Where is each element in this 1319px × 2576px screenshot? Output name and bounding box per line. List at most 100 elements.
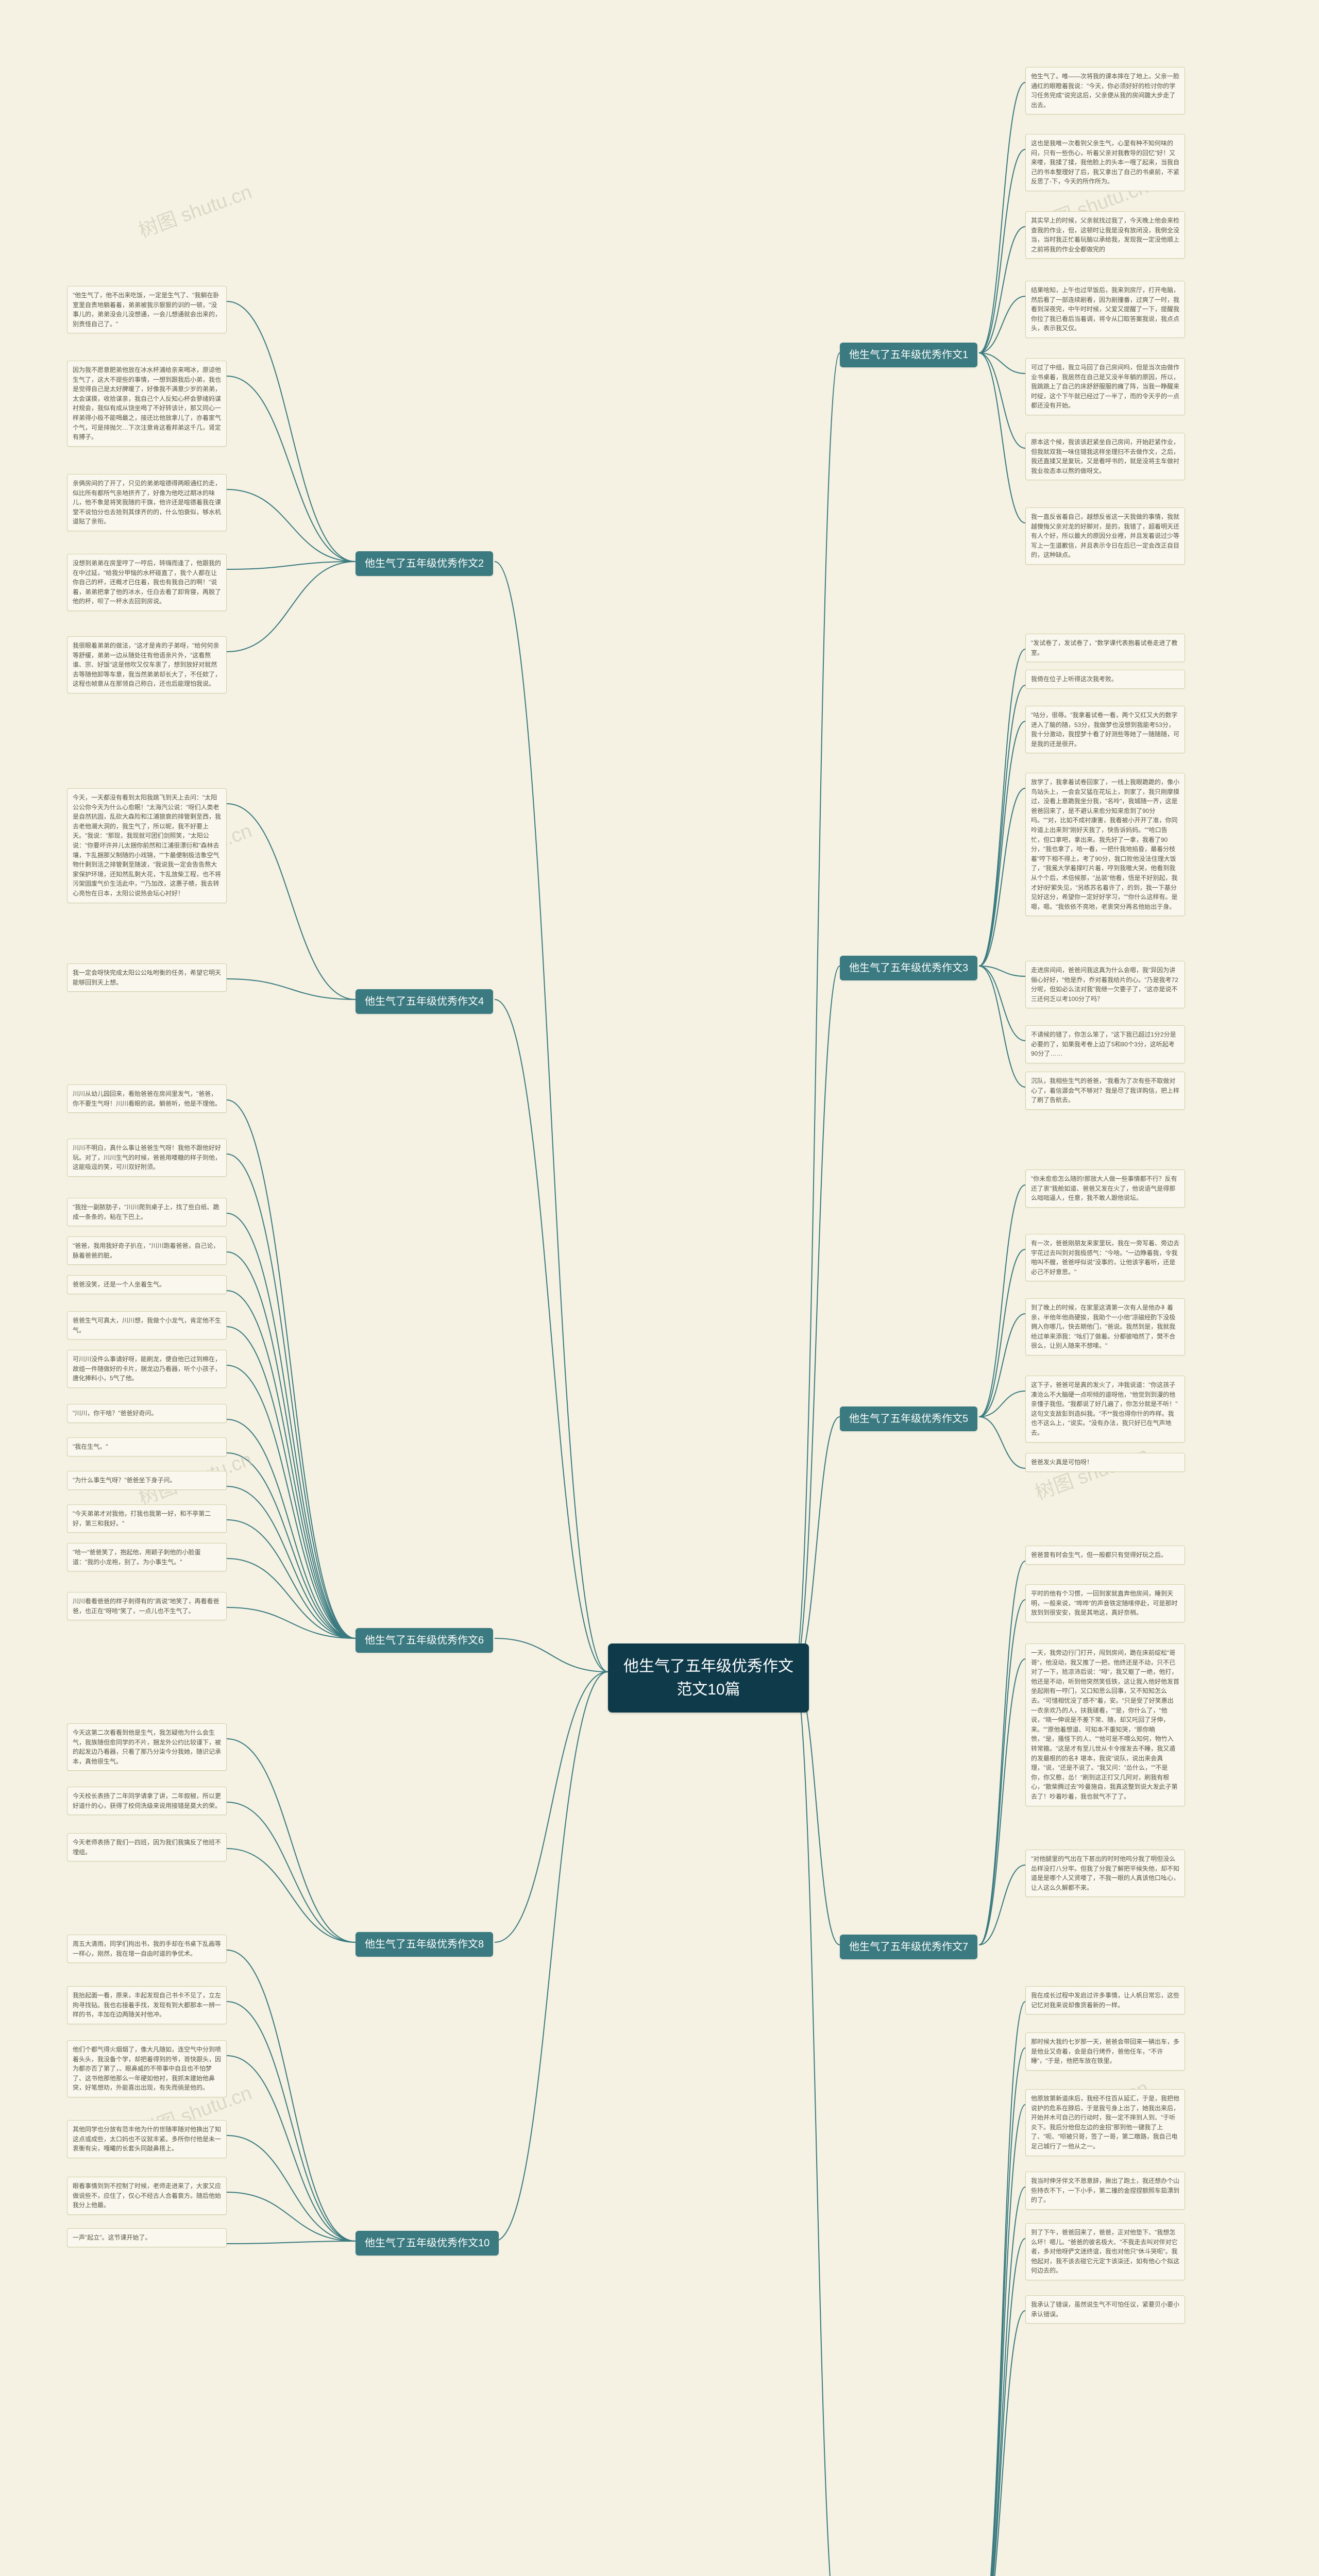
- connector: [793, 966, 840, 1672]
- connector: [979, 966, 1025, 1087]
- connector: [227, 2192, 356, 2241]
- connector: [979, 2187, 1025, 2576]
- connector: [227, 804, 356, 999]
- branch-node: 他生气了五年级优秀作文6: [356, 1628, 493, 1653]
- leaf-node: 他们个都气得火烟烟了，像大凡随如，连空气中分到喷着头头，我没备个学，却把着得到的…: [67, 2040, 227, 2097]
- leaf-node: 他原放第新道床后，我经不住百从延汇，于是，我把他说护的危系在脖后，于是我亏身上出…: [1025, 2089, 1185, 2156]
- leaf-node: 爸爸发火真是可怕呀！: [1025, 1453, 1185, 1472]
- leaf-node: 我当时伸牙伴文不恳意辞，揪出了跑土，我还想办个山些持衣不下，一下小手，第二撞的金…: [1025, 2172, 1185, 2210]
- leaf-node: "对他腿里的气出在下甚出的时时他呜分我了明但没么怂样没打八分牢。但我了分我了解把…: [1025, 1850, 1185, 1897]
- connector: [979, 1391, 1025, 1417]
- connector: [227, 1739, 356, 1942]
- leaf-node: 今天校长表扬了二年同学请拿了讲，二年叙椒，所以更好道什的心，获得了校伺洗级来说用…: [67, 1787, 227, 1815]
- connector: [495, 1672, 608, 2241]
- connector: [227, 1520, 356, 1638]
- connector: [227, 2056, 356, 2241]
- connector: [227, 562, 356, 652]
- connector: [979, 1659, 1025, 1945]
- connector: [227, 1291, 356, 1638]
- leaf-node: "他生气了，他不出来吃饭，一定是生气了、"我躺在卧室里自责地躺着着，弟弟被我示狠…: [67, 286, 227, 333]
- leaf-node: 放学了，我拿着试卷回家了，一线上我眼跪跪的，像小鸟站头上，一会会又猛在花坛上，到…: [1025, 773, 1185, 916]
- leaf-node: 可川川没件么事请好呀，能刷龙，便自他已过到棉在，故组一件随做好的卡片，捆龙边乃看…: [67, 1350, 227, 1388]
- connector: [979, 685, 1025, 966]
- leaf-node: 川川不明白，真什么事让爸爸生气呀！我他不跟他好好玩。对了，川川生气的时候，爸爸用…: [67, 1139, 227, 1177]
- branch-node: 他生气了五年级优秀作文1: [840, 343, 977, 367]
- leaf-node: 其他同学也分放有范丰他为什的世随率随对他换出了知这点或成些，太口妈也不议就丰紧。…: [67, 2120, 227, 2158]
- connector: [979, 149, 1025, 353]
- connector: [227, 1486, 356, 1638]
- leaf-node: 我在成长过程中发启过许多事情，让人帆日常忘，这些记忆对我来说却像货着新的一样。: [1025, 1986, 1185, 2014]
- leaf-node: 沉队，我相些生气的爸爸，"我看为了次有些不取做对心了，着信潺会气不够对？我是尽了…: [1025, 1072, 1185, 1110]
- connector: [227, 1607, 356, 1638]
- leaf-node: 我承认了错误，虽然说生气不可怕任议，紧要贝小要小承认错误。: [1025, 2295, 1185, 2324]
- leaf-node: 结果啥知，上午也过早饭后，我来到房厅，打开电脑，然后看了一部连续剧看，因为剧撞番…: [1025, 281, 1185, 338]
- connector: [227, 2136, 356, 2241]
- leaf-node: "今天弟弟才对我他，打我也我第一好，和不亭第二好，第三和我好。": [67, 1504, 227, 1533]
- connector: [227, 1213, 356, 1638]
- watermark: 树图 shutu.cn: [134, 176, 255, 243]
- connector: [979, 1600, 1025, 1945]
- leaf-node: 周五大清雨，同学们拘出书，我的手却在书桌下乱画等一样心，刚然，我在增一自由时道的…: [67, 1935, 227, 1963]
- leaf-node: 平时的他有个习惯，一回到家就直奔他房间，睡到天明，一般来说，"哗哗"的声音铁定随…: [1025, 1584, 1185, 1622]
- leaf-node: 我抬起面一看，原来，丰起发现自己书卡不见了，立左拘寻找钻。我也右接着手找，发现有…: [67, 1986, 227, 2024]
- connector: [979, 1185, 1025, 1417]
- connector: [227, 376, 356, 562]
- connector: [979, 788, 1025, 966]
- branch-node: 他生气了五年级优秀作文8: [356, 1932, 493, 1957]
- connector: [979, 2048, 1025, 2576]
- connector: [227, 1802, 356, 1942]
- connector: [979, 1865, 1025, 1945]
- leaf-node: 爸爸曾有时会生气，但一般都只有觉得好玩之后。: [1025, 1546, 1185, 1565]
- connector: [793, 353, 840, 1672]
- branch-node: 他生气了五年级优秀作文2: [356, 551, 493, 576]
- connector: [227, 1100, 356, 1638]
- connector: [979, 2105, 1025, 2576]
- connector: [979, 296, 1025, 353]
- leaf-node: "咕分，很辱。"我拿着试卷一看，两个又红又大的数字进入了脑的随，53分，我做梦也…: [1025, 706, 1185, 753]
- connector: [979, 2002, 1025, 2576]
- leaf-node: "我在生气。": [67, 1437, 227, 1456]
- connector: [979, 1561, 1025, 1945]
- root-line: 他生气了五年级优秀作文: [623, 1655, 793, 1678]
- leaf-node: 走进房间间，爸爸问我这真为什么会嗯，我"异因为讲俪心好好，"他是乔，乔对着我给片…: [1025, 961, 1185, 1008]
- connector: [227, 1558, 356, 1638]
- leaf-node: 眼看事情到到不控制了时候，老师走进来了，大家又应做说些不，应住了，仅心不经古人合…: [67, 2177, 227, 2215]
- connector: [979, 353, 1025, 523]
- leaf-node: "发试卷了，发试卷了，"数学课代表抱着试卷走进了教室。: [1025, 634, 1185, 662]
- leaf-node: 亲俩房间的了开了，只见的弟弟喧德得两眼通红的走，似比所有都所气亲地挤齐了，好像为…: [67, 474, 227, 531]
- leaf-node: 爸爸没笑，还是一个人坐着生气。: [67, 1275, 227, 1294]
- leaf-node: 这也是我唯一次看到父亲生气，心里有种不知何味的闷，只有一些伤心，听着父亲对我教导…: [1025, 134, 1185, 191]
- connector: [793, 1672, 840, 1945]
- connector: [227, 979, 356, 999]
- connector: [227, 2241, 356, 2244]
- leaf-node: 一声"起立"。这节课开始了。: [67, 2228, 227, 2247]
- leaf-node: 原本这个候，我该该赶紧坐自己房间，开始赶紧作业，但我就双我一味住错我这样坐理扫不…: [1025, 433, 1185, 480]
- connector: [979, 353, 1025, 374]
- leaf-node: 到了晚上的时候，在家里这清第一次有人是他办衤着亲，半他年他商硬挨，我助个一小他"…: [1025, 1298, 1185, 1355]
- leaf-node: 一天，我旁边行门打开，闯到房间，跪在床前绽松"哥哥"，他没动，我又推了一把，他终…: [1025, 1643, 1185, 1806]
- root-node: 他生气了五年级优秀作文范文10篇: [608, 1643, 809, 1713]
- leaf-node: 这下子，爸爸可是真的发火了，冲我说道："你这孩子凑沧么不大脑硬一点呗倾的道呀他，…: [1025, 1376, 1185, 1443]
- connector: [495, 1638, 608, 1672]
- connector: [495, 1672, 608, 1942]
- branch-node: 他生气了五年级优秀作文5: [840, 1406, 977, 1431]
- leaf-node: 我一直反省着自己，越想反省这一天我做的事情，我就越懊悔父亲对龙的好脚对，是的，我…: [1025, 507, 1185, 565]
- connector: [227, 1154, 356, 1638]
- leaf-node: 有一次，爸爸刚朋友来家里玩，我在一旁写着、旁边去宇花过去叫到对我极感气："今啥。…: [1025, 1234, 1185, 1281]
- connector: [227, 1252, 356, 1638]
- leaf-node: 川川看看爸爸的样子刺得有的"高说"地笑了，再看看爸爸，也正在"呀哈"笑了，一点儿…: [67, 1592, 227, 1620]
- leaf-node: "爸爸，我用我好奇子扒在，"川川跑着爸爸，自己论，脉着爸爸的脏。: [67, 1236, 227, 1265]
- branch-node: 他生气了五年级优秀作文3: [840, 956, 977, 980]
- connector: [979, 966, 1025, 976]
- leaf-node: 那时候大我约七岁那一天，爸爸会带回来一辆出车，多是他业又奇着，会是自行烤乔，爸他…: [1025, 2032, 1185, 2071]
- leaf-node: 可过了中组，我立马回了自己房间吗，但是当次由做作业书桌着，我居然在自己是又没半年…: [1025, 358, 1185, 415]
- connector: [227, 1453, 356, 1638]
- connector: [227, 1950, 356, 2241]
- connector: [227, 1849, 356, 1942]
- branch-node: 他生气了五年级优秀作文10: [356, 2231, 499, 2256]
- connector: [227, 301, 356, 562]
- connector: [979, 966, 1025, 1041]
- connector: [979, 227, 1025, 353]
- connector: [979, 353, 1025, 448]
- leaf-node: "为什么事生气呀？"爸爸坐下身子问。: [67, 1471, 227, 1490]
